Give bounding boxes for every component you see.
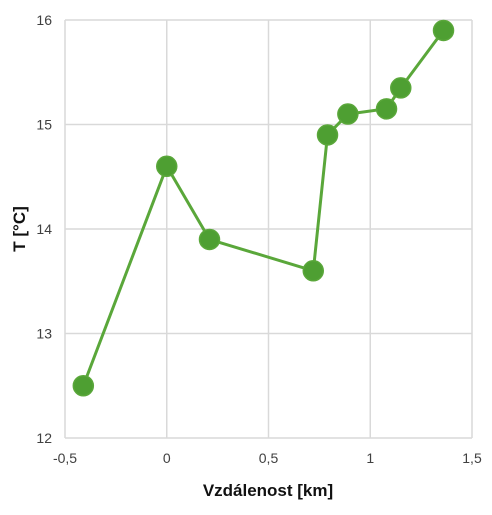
x-tick-label: -0,5 [53,450,77,466]
data-point [198,228,221,251]
y-tick-label: 13 [36,326,52,342]
x-tick-label: 0 [163,450,171,466]
x-axis-ticks: -0,5 0 0,5 1 1,5 [53,450,482,466]
x-tick-label: 0,5 [259,450,279,466]
data-point [72,375,95,397]
y-tick-label: 12 [36,430,52,446]
data-point [156,155,178,178]
y-axis-ticks: 12 13 14 15 16 [36,12,52,446]
data-point [432,19,455,42]
series-line [81,29,445,387]
x-axis-title: Vzdálenost [km] [203,481,333,500]
x-tick-label: 1 [366,450,374,466]
data-point [337,103,359,125]
y-tick-label: 15 [36,117,52,133]
y-axis-title: T [°C] [10,206,29,252]
data-point [375,98,398,120]
data-point [302,260,325,282]
data-point [390,77,412,99]
y-tick-label: 14 [36,221,52,237]
x-tick-label: 1,5 [462,450,482,466]
data-point [316,124,339,146]
y-tick-label: 16 [36,12,52,28]
series-group [72,19,455,397]
grid-lines [64,19,473,439]
